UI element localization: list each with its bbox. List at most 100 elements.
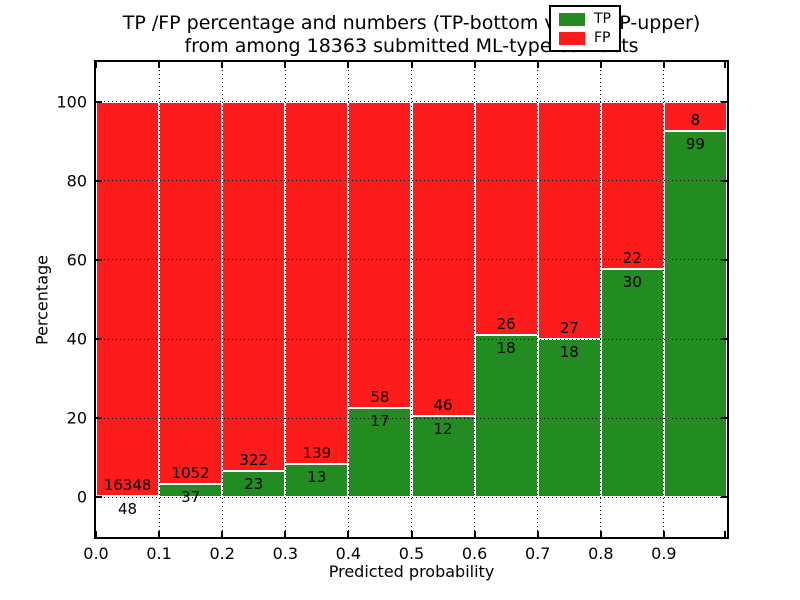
tick-mark-x-top	[221, 62, 224, 68]
x-tick-label: 0.9	[651, 544, 677, 563]
tick-mark-y-left	[96, 417, 102, 420]
bar-segment-fp	[348, 101, 412, 408]
y-tick-label: 80	[66, 171, 87, 191]
legend: TP FP	[549, 5, 621, 52]
tick-mark-x-bottom	[95, 531, 97, 537]
x-tick-label: 0.7	[524, 544, 551, 563]
tick-mark-y-right	[721, 258, 727, 261]
tick-mark-x-bottom	[473, 531, 476, 537]
y-tick-label: 20	[66, 408, 87, 428]
bar-segment-tp	[411, 415, 475, 498]
grid-line-x	[158, 62, 160, 537]
bar-segment-tp	[348, 407, 412, 498]
bar-count-label-fp: 1052	[171, 463, 210, 482]
tick-mark-x-top	[724, 62, 726, 68]
tick-mark-x-top	[347, 62, 350, 68]
grid-line-x	[347, 62, 349, 537]
tick-mark-y-left	[96, 496, 102, 499]
tick-mark-x-top	[473, 62, 476, 68]
bar-count-label-tp: 48	[118, 500, 138, 519]
grid-line-x	[411, 62, 412, 537]
tick-mark-x-bottom	[599, 531, 602, 537]
tick-mark-x-top	[599, 62, 602, 68]
bar-segment-fp	[159, 101, 223, 484]
bar-segment-fp	[600, 101, 664, 270]
grid-line-x	[663, 62, 665, 537]
y-tick-label: 100	[56, 92, 87, 112]
plot-area: 16348 48 1052 37 322 23 139 13 58 17 46 12 26 18 27 18 2…	[56, 60, 729, 563]
tick-mark-x-bottom	[662, 531, 665, 537]
grid-line-x	[221, 62, 223, 537]
tick-mark-x-bottom	[284, 531, 287, 537]
bar-count-label-fp: 22	[622, 249, 642, 268]
legend-swatch-tp	[559, 12, 585, 26]
tick-mark-x-bottom	[724, 531, 726, 537]
chart-title-line1: TP /FP percentage and numbers (TP-bottom…	[122, 12, 701, 34]
y-axis-label: Percentage	[32, 254, 52, 346]
tick-mark-x-top	[95, 62, 97, 68]
tick-mark-y-left	[96, 100, 102, 103]
bar-count-label-fp: 16348	[103, 476, 152, 495]
bar-count-label-fp: 139	[302, 443, 332, 462]
y-tick-label: 40	[66, 329, 87, 349]
bar-count-label-tp: 17	[370, 411, 390, 430]
bar-count-label-fp: 322	[239, 451, 269, 470]
tick-mark-x-bottom	[410, 531, 413, 537]
x-tick-label: 0.0	[83, 544, 109, 563]
y-tick-label: 0	[76, 487, 87, 507]
tick-mark-y-right	[721, 100, 727, 103]
tick-mark-y-left	[96, 179, 102, 182]
bar-count-label-fp: 46	[433, 395, 453, 414]
bar-count-label-tp: 18	[496, 339, 516, 358]
x-axis-label: Predicted probability	[328, 562, 495, 581]
tick-mark-y-right	[721, 417, 727, 420]
bar-count-label-fp: 58	[370, 387, 390, 406]
bar-count-label-tp: 13	[307, 467, 327, 486]
bar-segment-tp	[222, 471, 286, 498]
tick-mark-x-top	[536, 62, 539, 68]
tick-mark-x-bottom	[158, 531, 161, 537]
y-tick-label: 60	[66, 250, 87, 270]
legend-item-tp: TP	[559, 12, 611, 26]
bar-count-label-fp: 26	[496, 315, 516, 334]
x-tick-label: 0.1	[146, 544, 172, 563]
bar-count-label-tp: 99	[685, 135, 705, 154]
bar-segment-tp	[474, 335, 538, 498]
tick-mark-y-right	[721, 496, 727, 499]
bar-segment-tp	[159, 483, 223, 498]
x-tick-label: 0.2	[209, 544, 235, 563]
bar-segment-fp	[474, 101, 538, 336]
tick-mark-x-top	[158, 62, 161, 68]
bar-segment-tp	[663, 131, 727, 498]
tick-mark-x-bottom	[347, 531, 350, 537]
legend-label-tp: TP	[594, 11, 611, 27]
tick-mark-x-bottom	[221, 531, 224, 537]
bar-count-label-tp: 12	[433, 419, 453, 438]
tick-mark-y-left	[96, 258, 102, 261]
bar-segment-tp	[600, 269, 664, 498]
x-tick-label: 0.3	[272, 544, 299, 563]
grid-line-x	[537, 62, 539, 537]
bar-segment-fp	[663, 101, 727, 132]
legend-item-fp: FP	[559, 31, 611, 45]
grid-line-x	[284, 62, 286, 537]
tick-mark-y-right	[721, 179, 727, 182]
tick-mark-x-top	[410, 62, 413, 68]
bar-segment-fp	[411, 101, 475, 416]
legend-label-fp: FP	[594, 30, 611, 46]
chart-title: TP /FP percentage and numbers (TP-bottom…	[96, 12, 727, 58]
bar-count-label-fp: 27	[559, 319, 579, 338]
bar-count-label-tp: 23	[244, 475, 264, 494]
bar-count-label-tp: 37	[181, 487, 201, 506]
legend-swatch-fp	[559, 31, 585, 45]
tick-mark-y-right	[721, 338, 727, 341]
bar-count-label-tp: 18	[559, 343, 579, 362]
bar-segment-fp	[285, 101, 349, 464]
bar-count-label-tp: 30	[622, 273, 642, 292]
tick-mark-x-bottom	[536, 531, 539, 537]
bar-segment-fp	[222, 101, 286, 472]
tick-mark-x-top	[284, 62, 287, 68]
grid-line-x	[474, 62, 476, 537]
chart-title-line2: from among 18363 submitted ML-type conta…	[184, 35, 639, 57]
